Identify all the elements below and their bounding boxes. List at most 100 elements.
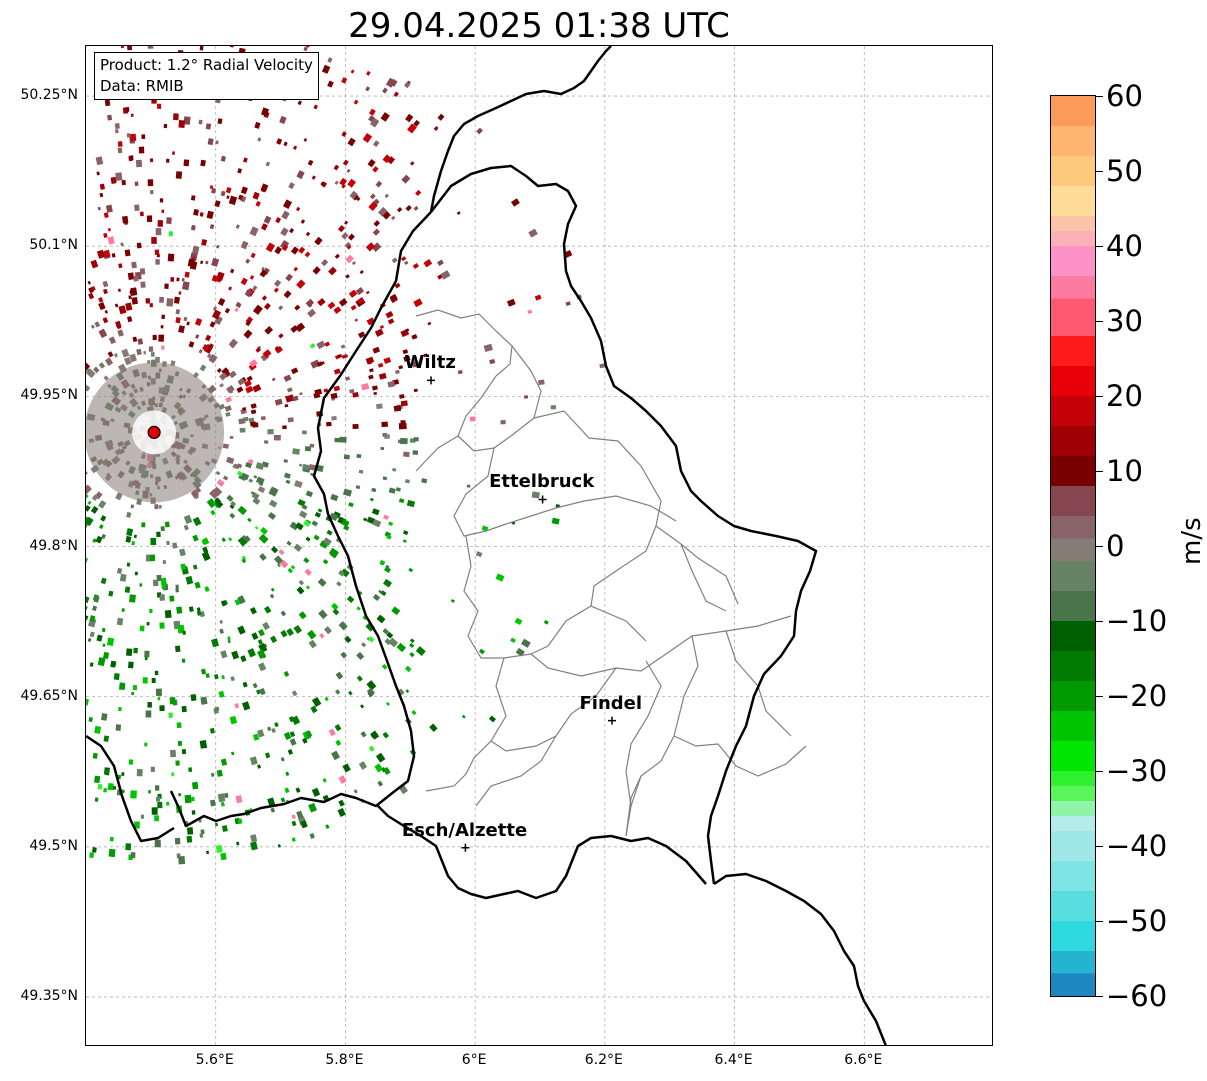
radar-echo <box>314 236 323 246</box>
radar-echo <box>279 115 287 125</box>
radar-echo <box>94 797 99 802</box>
radar-echo <box>89 852 95 859</box>
radar-echo <box>283 290 292 299</box>
radar-echo <box>334 180 339 185</box>
radar-echo <box>267 726 272 732</box>
radar-echo <box>173 113 179 121</box>
radar-echo <box>489 358 496 365</box>
radar-echo <box>113 353 119 358</box>
radar-echo <box>156 531 161 538</box>
radar-echo <box>114 123 120 130</box>
radar-echo <box>402 530 409 536</box>
radar-echo <box>411 709 417 716</box>
radar-echo <box>335 671 344 680</box>
radar-echo <box>134 571 138 576</box>
radar-echo <box>228 195 238 206</box>
radar-echo <box>273 555 284 565</box>
radar-echo <box>523 395 529 399</box>
radar-echo <box>237 378 246 386</box>
radar-echo <box>366 680 377 691</box>
radar-echo <box>157 220 163 227</box>
radar-echo <box>178 291 182 295</box>
radar-echo <box>287 749 294 755</box>
radar-echo <box>382 87 388 94</box>
radar-echo <box>247 459 254 464</box>
radar-echo <box>190 224 196 231</box>
radar-echo <box>307 629 317 640</box>
radar-echo <box>355 287 365 296</box>
radar-echo <box>157 697 161 701</box>
radar-echo <box>120 46 124 49</box>
radar-echo <box>154 670 159 676</box>
radar-echo <box>298 463 303 467</box>
radar-echo <box>322 778 327 783</box>
colorbar-band <box>1051 366 1095 396</box>
radar-echo <box>382 731 389 739</box>
radar-echo <box>423 259 433 268</box>
colorbar-band <box>1051 96 1095 126</box>
radar-echo <box>450 598 455 603</box>
radar-echo <box>104 769 110 776</box>
radar-echo <box>413 298 423 308</box>
colorbar-band <box>1051 681 1095 711</box>
radar-echo <box>343 354 349 359</box>
radar-echo <box>352 424 359 430</box>
radar-echo <box>211 274 219 283</box>
lat-tick-label: 49.8°N <box>29 537 78 554</box>
radar-echo <box>209 727 215 734</box>
radar-echo <box>261 295 268 301</box>
colorbar-band <box>1051 561 1095 591</box>
colorbar-band <box>1051 741 1095 771</box>
radar-echo <box>99 524 104 530</box>
radar-echo <box>100 577 107 585</box>
radar-echo <box>300 219 306 224</box>
radar-echo <box>225 456 235 465</box>
radar-echo <box>144 656 148 661</box>
colorbar-band <box>1051 831 1095 861</box>
radar-echo <box>215 822 218 827</box>
radar-echo <box>308 802 317 813</box>
radar-echo <box>389 293 398 302</box>
radar-echo <box>319 540 329 549</box>
radar-echo <box>296 810 304 819</box>
radar-echo <box>164 609 172 619</box>
border-belgium-luxembourg <box>169 211 432 828</box>
radar-echo <box>123 356 132 366</box>
radar-echo <box>201 551 211 562</box>
radar-echo <box>283 731 292 741</box>
radar-echo <box>101 713 108 721</box>
colorbar-canvas <box>1051 96 1095 996</box>
radar-echo <box>376 403 383 410</box>
radar-echo <box>191 810 196 815</box>
radar-echo <box>240 240 249 250</box>
radar-echo <box>86 516 94 527</box>
radar-echo <box>221 675 225 680</box>
radar-echo <box>181 277 185 282</box>
radar-echo <box>356 651 365 660</box>
canton-border <box>475 735 557 807</box>
radar-echo <box>113 672 120 681</box>
canton-border <box>530 605 592 655</box>
radar-echo <box>136 242 142 249</box>
radar-echo <box>190 195 196 201</box>
radar-echo <box>271 727 276 734</box>
radar-echo <box>382 154 392 164</box>
radar-echo <box>403 355 411 362</box>
radar-echo <box>398 498 405 504</box>
radar-echo <box>387 318 395 325</box>
radar-echo <box>216 271 225 282</box>
radar-echo <box>280 757 285 762</box>
radar-echo <box>151 807 158 815</box>
radar-echo <box>269 499 278 508</box>
radar-echo <box>264 325 274 335</box>
radar-echo <box>394 282 401 289</box>
radar-echo <box>308 463 317 471</box>
radar-echo <box>322 558 329 565</box>
radar-echo <box>341 232 349 240</box>
radar-echo <box>388 637 399 648</box>
radar-echo <box>222 443 229 449</box>
radar-echo <box>290 565 296 570</box>
radar-echo <box>387 156 396 165</box>
city-markers <box>427 376 616 852</box>
radar-echo <box>290 367 299 375</box>
